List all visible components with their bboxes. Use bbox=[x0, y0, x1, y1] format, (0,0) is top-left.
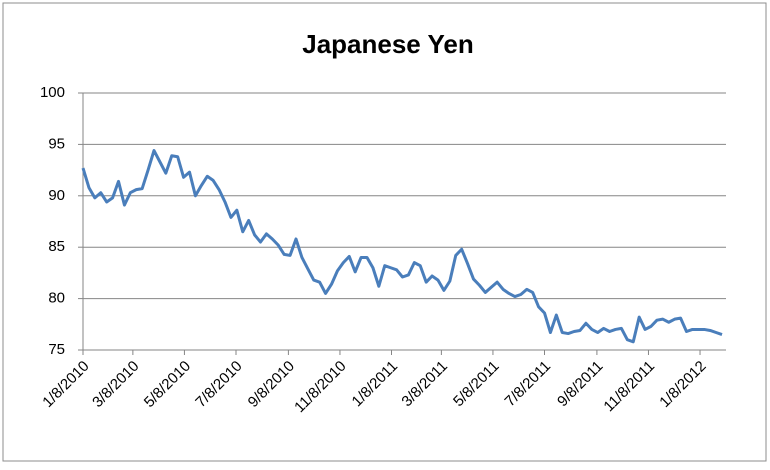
y-tick-label: 75 bbox=[48, 341, 65, 358]
y-tick-label: 90 bbox=[48, 187, 65, 204]
chart-title: Japanese Yen bbox=[302, 29, 474, 59]
y-tick-label: 95 bbox=[48, 135, 65, 152]
chart-border bbox=[2, 2, 767, 462]
line-series bbox=[81, 149, 723, 344]
y-tick-label: 85 bbox=[48, 238, 65, 255]
y-tick-label: 100 bbox=[40, 84, 65, 101]
y-tick-label: 80 bbox=[48, 290, 65, 307]
